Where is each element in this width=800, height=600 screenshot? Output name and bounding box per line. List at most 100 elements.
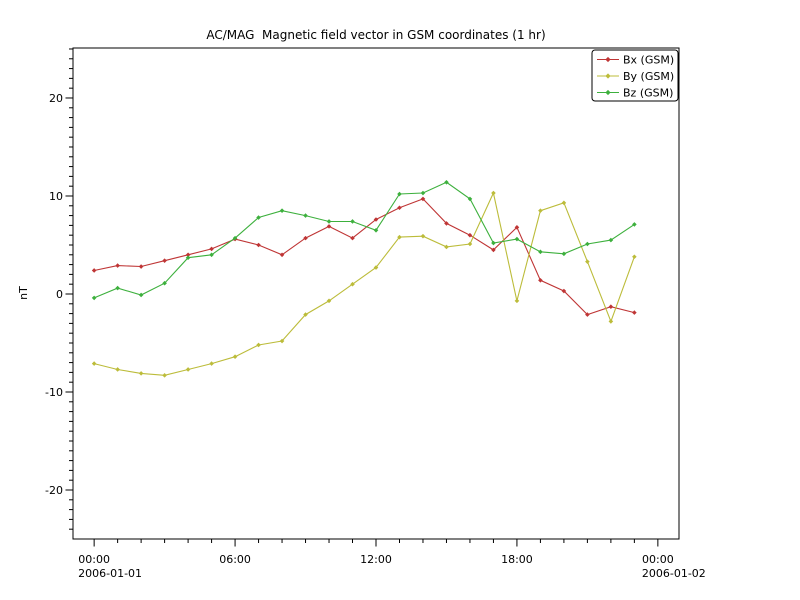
- by-data-marker: [514, 298, 520, 304]
- by-data-marker: [256, 342, 261, 348]
- bx-data-marker: [420, 196, 426, 202]
- bz-data-marker: [538, 249, 543, 255]
- bx-data-marker: [162, 258, 167, 263]
- bx-data-marker: [91, 268, 97, 273]
- by-data-marker: [397, 234, 402, 240]
- x-tick-label: 06:00: [219, 553, 251, 566]
- legend: Bx (GSM) By (GSM) Bz (GSM): [591, 49, 679, 102]
- bx-series-line: [93, 198, 635, 316]
- bz-data-marker: [561, 251, 567, 257]
- by-legend-marker: [605, 73, 611, 79]
- by-data-marker: [373, 265, 379, 270]
- bz-data-marker: [350, 219, 355, 224]
- by-data-marker: [185, 367, 191, 372]
- y-axis-label: nT: [17, 286, 30, 300]
- by-data-marker: [91, 361, 97, 366]
- by-data-marker: [444, 244, 449, 250]
- by-data-marker: [420, 233, 426, 239]
- by-data-marker: [326, 298, 332, 304]
- bx-data-marker: [303, 235, 308, 241]
- bx-legend-marker: [605, 56, 611, 63]
- y-tick-label: 20: [49, 92, 63, 105]
- bz-data-marker: [279, 208, 285, 213]
- legend-label-by: By (GSM): [623, 70, 674, 83]
- plot-frame: [72, 47, 680, 540]
- x-tick-label: 12:00: [360, 553, 392, 566]
- bz-data-marker: [514, 236, 520, 242]
- bx-data-marker: [326, 224, 332, 229]
- bz-data-marker: [373, 227, 379, 233]
- by-series-line: [93, 191, 635, 376]
- legend-label-bx: Bx (GSM): [623, 54, 674, 67]
- bz-series-line: [93, 181, 635, 299]
- by-data-marker: [138, 371, 144, 376]
- by-data-marker: [162, 373, 167, 378]
- legend-box: [591, 49, 679, 102]
- chart-title: AC/MAG Magnetic field vector in GSM coor…: [206, 28, 545, 42]
- bx-data-marker: [209, 246, 214, 252]
- bx-series: [91, 196, 637, 317]
- x-date-label: 2006-01-01: [78, 567, 142, 580]
- bx-data-marker: [444, 221, 449, 226]
- bx-data-marker: [279, 252, 285, 258]
- by-data-marker: [350, 281, 355, 287]
- bz-legend-marker: [605, 89, 611, 96]
- bz-data-marker: [115, 285, 120, 291]
- bz-data-marker: [256, 215, 261, 220]
- bz-data-marker: [444, 179, 449, 185]
- bz-data-marker: [232, 235, 238, 241]
- bx-data-marker: [256, 242, 261, 248]
- bz-data-marker: [209, 252, 214, 258]
- by-data-marker: [115, 367, 120, 372]
- data-series: [91, 179, 637, 378]
- bx-data-marker: [514, 225, 520, 230]
- bx-data-marker: [397, 205, 402, 211]
- bz-data-marker: [585, 241, 590, 247]
- by-data-marker: [232, 354, 238, 360]
- by-data-marker: [561, 200, 567, 206]
- by-series: [91, 190, 637, 378]
- by-data-marker: [467, 241, 473, 247]
- y-tick-label: -10: [45, 386, 63, 399]
- x-tick-label: 00:00: [642, 553, 674, 566]
- legend-entry-by: By (GSM): [597, 70, 674, 83]
- bz-data-marker: [467, 196, 473, 202]
- bz-data-marker: [303, 213, 308, 218]
- bz-data-marker: [185, 255, 191, 261]
- bz-data-marker: [397, 191, 402, 197]
- bz-series: [91, 179, 637, 301]
- bx-data-marker: [138, 264, 144, 269]
- legend-entry-bz: Bz (GSM): [597, 87, 673, 100]
- legend-entry-bx: Bx (GSM): [597, 54, 674, 67]
- y-tick-label: 0: [56, 288, 63, 301]
- by-data-marker: [303, 312, 308, 317]
- by-data-marker: [538, 208, 543, 213]
- bx-data-marker: [608, 304, 614, 310]
- bx-data-marker: [585, 312, 590, 317]
- by-data-marker: [209, 361, 214, 366]
- by-data-marker: [632, 254, 637, 260]
- x-tick-label: 18:00: [501, 553, 533, 566]
- bz-data-marker: [162, 280, 167, 286]
- bx-data-marker: [115, 263, 120, 268]
- x-date-label: 2006-01-02: [642, 567, 706, 580]
- bx-data-marker: [491, 247, 496, 253]
- bz-data-marker: [632, 222, 637, 227]
- bz-data-marker: [420, 190, 426, 196]
- bz-data-marker: [326, 219, 332, 224]
- by-data-marker: [491, 190, 496, 196]
- legend-label-bz: Bz (GSM): [623, 87, 673, 100]
- bx-data-marker: [373, 217, 379, 222]
- bx-data-marker: [185, 252, 191, 258]
- bx-data-marker: [467, 232, 473, 238]
- bz-data-marker: [138, 292, 144, 298]
- bx-data-marker: [632, 310, 637, 315]
- bx-data-marker: [538, 277, 543, 283]
- bz-data-marker: [91, 295, 97, 301]
- y-tick-label: -20: [45, 484, 63, 497]
- bx-data-marker: [561, 288, 567, 294]
- by-data-marker: [608, 319, 614, 324]
- bz-data-marker: [608, 237, 614, 243]
